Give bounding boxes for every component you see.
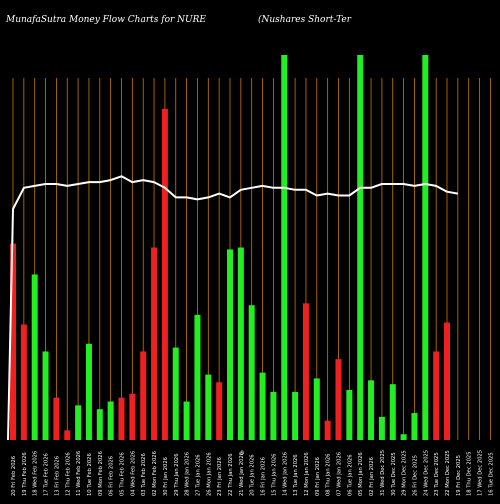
tick-label: 30 Fri Jan 2026: [163, 457, 169, 496]
tick-label: 05 Thu Feb 2026: [120, 452, 126, 496]
tick-label: 10 Tue Feb 2026: [87, 453, 93, 496]
tick-label: 27 Tue Jan 2026: [195, 454, 201, 496]
tick-label: 05 Mon Jan 2026: [358, 452, 364, 496]
tick-label: 11 Wed Feb 2026: [76, 451, 82, 496]
tick-label: 13 Tue Jan 2026: [293, 454, 299, 496]
bar: [118, 397, 125, 440]
tick-label: 02 Mon Feb 2026: [152, 451, 158, 496]
tick-label: 30 Tue Dec 2025: [391, 452, 397, 496]
tick-label: 17 Tue Feb 2026: [44, 453, 50, 496]
bar: [161, 108, 168, 441]
chart-subtitle: (Nushares Short-Ter: [258, 15, 352, 25]
bar: [151, 247, 158, 440]
bar: [324, 420, 331, 440]
bar: [302, 303, 309, 440]
bar: [389, 384, 396, 440]
bar: [292, 391, 299, 440]
center-marker-label: 0: [240, 450, 244, 457]
tick-label: 20 Tue Jan 2026: [250, 454, 256, 496]
tick-label: 22 Mon Dec 2025: [445, 450, 451, 496]
tick-label: 12 Thu Feb 2026: [65, 452, 71, 496]
bar: [433, 351, 440, 440]
bar: [444, 322, 450, 440]
chart-title: MunafaSutra Money Flow Charts for NURE: [6, 15, 206, 25]
money-flow-line: [7, 175, 458, 441]
bar: [64, 430, 71, 440]
tick-label: 23 Fri Jan 2026: [217, 457, 223, 496]
bar: [216, 382, 223, 440]
bar: [248, 305, 255, 440]
tick-label: 04 Wed Feb 2026: [130, 451, 136, 496]
bar: [281, 55, 288, 440]
tick-label: 29 Mon Dec 2025: [402, 450, 408, 496]
tick-label: 19 Fri Dec 2025: [456, 455, 462, 496]
bar: [85, 343, 92, 440]
bar: [357, 55, 364, 440]
bar: [378, 416, 385, 440]
tick-label: 28 Wed Jan 2026: [185, 452, 191, 496]
tick-label: 20 Fri Feb 2026: [11, 456, 17, 496]
tick-label: 21 Wed Jan 2026: [239, 452, 245, 496]
bar: [42, 351, 49, 440]
tick-label: 15 Thu Jan 2026: [271, 454, 277, 497]
tick-label: 06 Tue Jan 2026: [347, 454, 353, 496]
tick-label: 19 Thu Feb 2026: [22, 452, 28, 496]
bar: [10, 243, 16, 440]
bar: [422, 55, 429, 440]
bar: [194, 314, 201, 440]
tick-label: 02 Fri Jan 2026: [369, 457, 375, 496]
bar: [183, 401, 190, 440]
tick-label: 06 Fri Feb 2026: [109, 456, 115, 496]
tick-label: 08 Thu Jan 2026: [326, 454, 332, 497]
bar: [346, 389, 353, 440]
bar: [53, 397, 60, 440]
tick-label: 14 Wed Jan 2026: [282, 452, 288, 496]
bar: [227, 249, 233, 440]
tick-label: 16 Fri Jan 2026: [261, 457, 267, 496]
tick-label: 29 Thu Jan 2026: [174, 454, 180, 497]
bar: [205, 374, 212, 440]
tick-label: 16 Tue Dec 2025: [488, 452, 494, 496]
bar: [20, 324, 27, 440]
bar: [140, 351, 147, 440]
tick-label: 18 Thu Dec 2025: [467, 451, 473, 496]
bar: [31, 274, 38, 440]
bar: [172, 347, 179, 440]
bar: [129, 393, 136, 440]
bar: [237, 247, 244, 440]
tick-label: 09 Fri Jan 2026: [315, 457, 321, 496]
bar: [96, 409, 103, 440]
bar: [411, 413, 418, 440]
bar: [368, 380, 375, 440]
bar: [335, 359, 342, 440]
tick-label: 03 Tue Feb 2026: [141, 453, 147, 496]
tick-label: 22 Thu Jan 2026: [228, 454, 234, 497]
tick-label: 07 Wed Jan 2026: [337, 452, 343, 496]
tick-label: 18 Wed Feb 2026: [33, 451, 39, 496]
tick-label: 13 Fri Feb 2026: [54, 456, 60, 496]
tick-label: 24 Wed Dec 2025: [423, 450, 429, 496]
tick-label: 31 Wed Dec 2025: [380, 450, 386, 496]
tick-label: 12 Mon Jan 2026: [304, 452, 310, 496]
tick-label: 09 Mon Feb 2026: [98, 451, 104, 496]
tick-label: 26 Fri Dec 2025: [412, 455, 418, 496]
bar: [313, 378, 320, 440]
tick-label: 17 Wed Dec 2025: [478, 450, 484, 496]
tick-label: 26 Mon Jan 2026: [206, 452, 212, 496]
bar: [75, 405, 82, 440]
bar: [400, 434, 407, 440]
tick-label: 23 Tue Dec 2025: [434, 452, 440, 496]
bar: [107, 401, 114, 440]
bar: [270, 391, 277, 440]
bar: [259, 372, 266, 440]
